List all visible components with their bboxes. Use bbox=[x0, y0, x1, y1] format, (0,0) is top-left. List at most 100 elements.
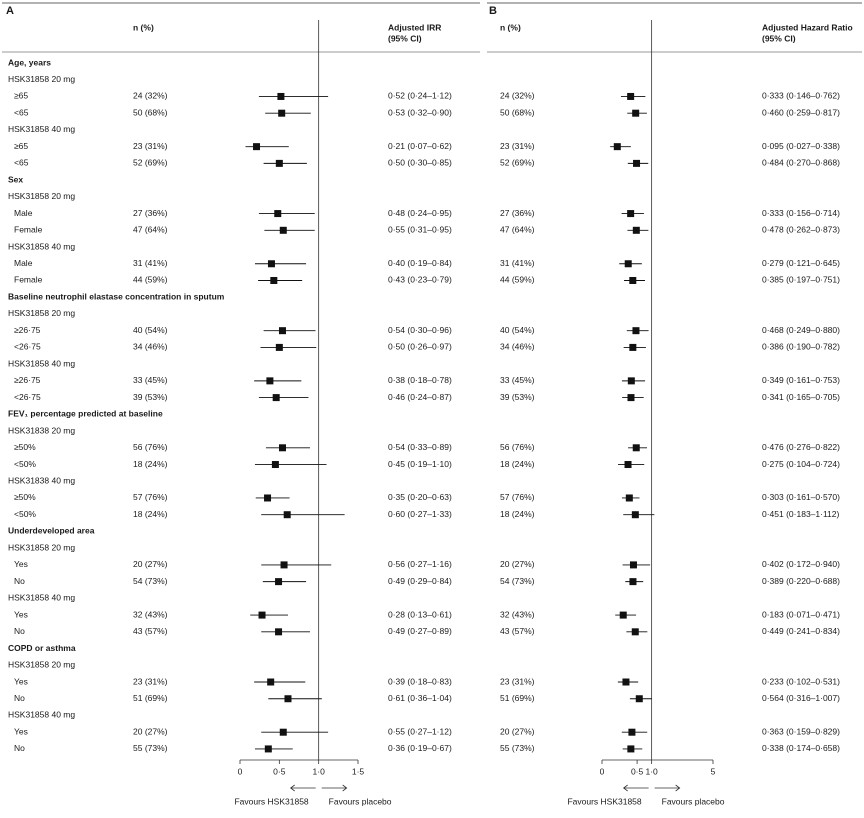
n-percent: 18 (24%) bbox=[133, 509, 168, 519]
n-percent: 50 (68%) bbox=[133, 107, 168, 117]
point-estimate bbox=[264, 494, 272, 502]
row-label: <26·75 bbox=[14, 342, 41, 352]
point-estimate bbox=[275, 159, 283, 167]
estimate-label: 0·279 (0·121–0·645) bbox=[762, 258, 840, 268]
arrow-right bbox=[321, 784, 348, 792]
direction-label: Favours placebo bbox=[329, 796, 392, 806]
arrow-left bbox=[290, 784, 316, 792]
row-group: HSK31838 40 mg bbox=[8, 476, 75, 486]
n-percent: 52 (69%) bbox=[133, 158, 168, 168]
estimate-label: 0·333 (0·146–0·762) bbox=[762, 91, 840, 101]
point-estimate bbox=[258, 611, 266, 619]
n-percent: 20 (27%) bbox=[133, 559, 168, 569]
point-estimate bbox=[629, 578, 637, 586]
estimate-label: 0·484 (0·270–0·868) bbox=[762, 158, 840, 168]
n-percent: 18 (24%) bbox=[133, 459, 168, 469]
estimate-label: 0·48 (0·24–0·95) bbox=[388, 208, 452, 218]
point-estimate bbox=[633, 159, 641, 167]
row-label: Yes bbox=[14, 676, 28, 686]
panel-label: B bbox=[489, 5, 497, 17]
row-label: <65 bbox=[14, 158, 29, 168]
n-percent: 23 (31%) bbox=[500, 676, 535, 686]
point-estimate bbox=[275, 578, 283, 586]
point-estimate bbox=[264, 745, 272, 753]
estimate-label: 0·60 (0·27–1·33) bbox=[388, 509, 452, 519]
n-percent: 34 (46%) bbox=[500, 342, 535, 352]
row-label: ≥65 bbox=[14, 91, 28, 101]
n-percent: 56 (76%) bbox=[500, 442, 535, 452]
n-percent: 47 (64%) bbox=[133, 225, 168, 235]
n-percent: 51 (69%) bbox=[500, 693, 535, 703]
n-percent: 33 (45%) bbox=[500, 375, 535, 385]
n-percent: 54 (73%) bbox=[500, 576, 535, 586]
point-estimate bbox=[267, 260, 275, 268]
row-section: Underdeveloped area bbox=[8, 526, 95, 536]
point-estimate bbox=[275, 343, 283, 351]
point-estimate bbox=[632, 327, 640, 335]
n-percent: 32 (43%) bbox=[133, 609, 168, 619]
point-estimate bbox=[253, 143, 261, 151]
row-label: Female bbox=[14, 275, 43, 285]
point-estimate bbox=[284, 695, 292, 703]
row-label: ≥65 bbox=[14, 141, 28, 151]
estimate-label: 0·54 (0·33–0·89) bbox=[388, 442, 452, 452]
n-percent: 51 (69%) bbox=[133, 693, 168, 703]
estimate-label: 0·28 (0·13–0·61) bbox=[388, 609, 452, 619]
row-section: Baseline neutrophil elastase concentrati… bbox=[8, 291, 225, 301]
row-group: HSK31838 20 mg bbox=[8, 425, 75, 435]
point-estimate bbox=[629, 561, 637, 569]
n-percent: 55 (73%) bbox=[133, 743, 168, 753]
n-percent: 18 (24%) bbox=[500, 459, 535, 469]
row-label: <65 bbox=[14, 107, 29, 117]
estimate-label: 0·52 (0·24–1·12) bbox=[388, 91, 452, 101]
point-estimate bbox=[271, 461, 279, 469]
estimate-label: 0·61 (0·36–1·04) bbox=[388, 693, 452, 703]
x-tick-label: 1·0 bbox=[313, 766, 326, 776]
estimate-label: 0·55 (0·27–1·12) bbox=[388, 726, 452, 736]
estimate-label: 0·476 (0·276–0·822) bbox=[762, 442, 840, 452]
n-percent: 24 (32%) bbox=[500, 91, 535, 101]
point-estimate bbox=[624, 461, 632, 469]
column-header: n (%) bbox=[133, 22, 154, 32]
estimate-label: 0·478 (0·262–0·873) bbox=[762, 225, 840, 235]
n-percent: 47 (64%) bbox=[500, 225, 535, 235]
row-section: Age, years bbox=[8, 57, 51, 67]
estimate-label: 0·303 (0·161–0·570) bbox=[762, 492, 840, 502]
n-percent: 23 (31%) bbox=[500, 141, 535, 151]
row-group: HSK31858 20 mg bbox=[8, 542, 75, 552]
row-label: Yes bbox=[14, 559, 28, 569]
n-percent: 54 (73%) bbox=[133, 576, 168, 586]
point-estimate bbox=[278, 444, 286, 452]
n-percent: 33 (45%) bbox=[133, 375, 168, 385]
point-estimate bbox=[632, 109, 640, 117]
row-section: Sex bbox=[8, 174, 23, 184]
x-tick-label: 1·5 bbox=[352, 766, 365, 776]
estimate-label: 0·56 (0·27–1·16) bbox=[388, 559, 452, 569]
estimate-label: 0·21 (0·07–0·62) bbox=[388, 141, 452, 151]
n-percent: 20 (27%) bbox=[500, 726, 535, 736]
n-percent: 40 (54%) bbox=[500, 325, 535, 335]
row-group: HSK31858 20 mg bbox=[8, 191, 75, 201]
point-estimate bbox=[624, 260, 632, 268]
estimate-label: 0·363 (0·159–0·829) bbox=[762, 726, 840, 736]
point-estimate bbox=[628, 728, 636, 736]
row-label: Yes bbox=[14, 609, 28, 619]
estimate-label: 0·43 (0·23–0·79) bbox=[388, 275, 452, 285]
point-estimate bbox=[625, 494, 633, 502]
estimate-label: 0·460 (0·259–0·817) bbox=[762, 107, 840, 117]
point-estimate bbox=[627, 210, 635, 218]
estimate-label: 0·183 (0·071–0·471) bbox=[762, 609, 840, 619]
point-estimate bbox=[266, 377, 274, 385]
row-label: Male bbox=[14, 258, 33, 268]
arrow-right bbox=[654, 784, 681, 792]
n-percent: 39 (53%) bbox=[500, 392, 535, 402]
n-percent: 44 (59%) bbox=[500, 275, 535, 285]
n-percent: 56 (76%) bbox=[133, 442, 168, 452]
row-group: HSK31858 40 mg bbox=[8, 124, 75, 134]
column-header: Adjusted Hazard Ratio bbox=[762, 22, 853, 32]
row-section: FEV₁ percentage predicted at baseline bbox=[8, 409, 163, 419]
point-estimate bbox=[278, 327, 286, 335]
point-estimate bbox=[270, 276, 278, 284]
n-percent: 57 (76%) bbox=[500, 492, 535, 502]
x-tick-label: 5 bbox=[711, 766, 716, 776]
